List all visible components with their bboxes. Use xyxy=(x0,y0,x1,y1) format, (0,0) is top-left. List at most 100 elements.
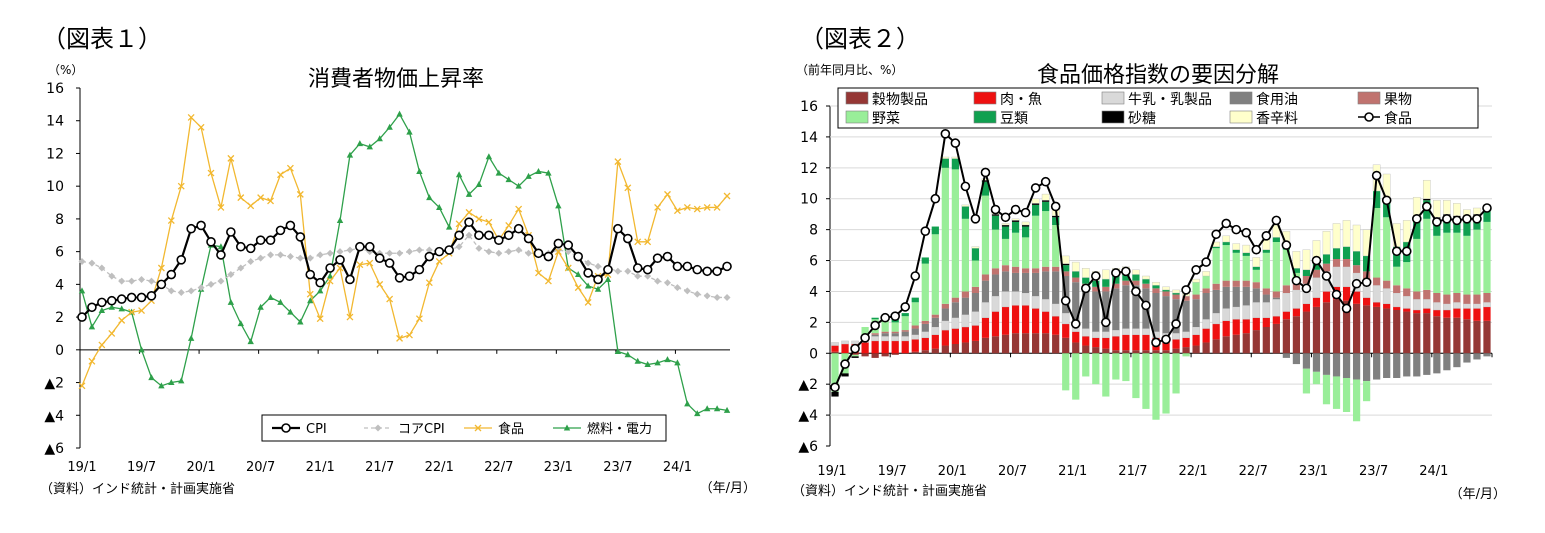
chart2-bar-segment xyxy=(831,345,839,352)
chart2-bar-segment xyxy=(1393,310,1401,354)
chart2-bar-segment xyxy=(931,314,939,318)
chart2-food-point xyxy=(1462,214,1472,224)
chart1-point xyxy=(475,244,483,252)
chart2-bar-segment xyxy=(871,333,879,335)
chart1-point xyxy=(295,232,306,242)
chart1-point xyxy=(693,290,701,298)
chart2-bar-segment xyxy=(1021,225,1030,227)
chart2-bar-segment xyxy=(1041,298,1050,312)
chart1-point xyxy=(187,334,195,341)
chart1-point xyxy=(475,181,483,188)
chart2-bar-segment xyxy=(1222,245,1230,281)
chart2-bar-segment xyxy=(951,302,959,318)
chart2-bar-segment xyxy=(941,156,950,159)
chart2-bar-segment xyxy=(931,226,939,235)
chart2-bar-segment xyxy=(1252,302,1261,318)
chart2-food-point xyxy=(1401,246,1412,257)
chart2-bar-segment xyxy=(861,327,869,337)
chart1-point xyxy=(485,248,493,256)
chart2-bar-segment xyxy=(971,340,980,354)
chart2-bar-segment xyxy=(1403,288,1411,297)
chart2-x-tick-label: 23/7 xyxy=(1359,464,1388,479)
chart2-y-tick-label: ▲6 xyxy=(798,439,818,455)
chart1-point xyxy=(644,361,651,368)
chart2-bar-segment xyxy=(1122,280,1130,286)
chart2-bar-segment xyxy=(891,353,899,355)
chart2-bar-segment xyxy=(831,391,839,397)
chart1-point xyxy=(654,277,662,285)
chart2-bar-segment xyxy=(1252,317,1260,331)
chart2-bar-segment xyxy=(1302,353,1311,369)
chart1-y-tick-label: 6 xyxy=(55,245,64,261)
chart2-bar-segment xyxy=(921,263,929,321)
chart2-food-point xyxy=(1070,319,1081,329)
chart1-point xyxy=(245,243,256,254)
chart1-point xyxy=(326,277,334,285)
chart2-bar-segment xyxy=(971,248,980,261)
chart2-bar-segment xyxy=(1252,330,1260,354)
chart1-point xyxy=(87,302,97,313)
chart2-food-point xyxy=(1432,217,1442,227)
chart2-bar-segment xyxy=(1393,246,1401,267)
chart2-food-point xyxy=(1141,300,1151,311)
chart2-bar-segment xyxy=(1001,271,1010,292)
chart2-bar-segment xyxy=(1132,334,1140,351)
chart2-food-point xyxy=(1050,201,1061,212)
chart1-source: （資料）インド統計・計画実施省 xyxy=(40,481,235,497)
chart1-point xyxy=(673,284,681,292)
chart1-point xyxy=(465,231,473,239)
chart1-point xyxy=(177,289,185,297)
chart1-point xyxy=(674,359,681,366)
chart2-bar-segment xyxy=(851,353,859,355)
chart2-bar-segment xyxy=(1061,312,1070,325)
chart2-food-point xyxy=(1241,227,1252,238)
chart1-point xyxy=(444,245,454,255)
chart2-bar-segment xyxy=(1302,269,1311,276)
chart1-point xyxy=(287,308,294,315)
chart1-point xyxy=(78,257,86,265)
chart1-point xyxy=(336,217,344,224)
chart1-point xyxy=(584,298,592,306)
chart2-bar-segment xyxy=(1142,328,1150,335)
chart1-point xyxy=(97,297,107,308)
chart1-point xyxy=(644,238,652,246)
chart2-bar-segment xyxy=(941,167,949,304)
chart2-bar-segment xyxy=(1433,302,1441,311)
chart2-bar-segment xyxy=(1363,305,1371,354)
chart1-point xyxy=(376,135,383,142)
chart1-point xyxy=(158,382,165,389)
chart2-bar-segment xyxy=(1192,345,1200,354)
chart1-point xyxy=(186,223,196,234)
chart2-bar-segment xyxy=(1483,306,1491,321)
chart1-point xyxy=(336,248,344,256)
chart2-bar-segment xyxy=(1102,331,1110,339)
chart2-bar-segment xyxy=(1092,291,1100,332)
chart2-bar-segment xyxy=(1202,271,1210,277)
chart2-bar-segment xyxy=(1292,308,1301,317)
chart1-point xyxy=(555,202,562,209)
chart2-food-point xyxy=(1452,215,1462,226)
chart2-food-point xyxy=(900,302,911,312)
chart2-bar-segment xyxy=(981,274,990,281)
chart1-point xyxy=(505,248,513,256)
chart2-bar-segment xyxy=(901,340,909,354)
chart2-food-point xyxy=(1060,295,1071,306)
chart1-point xyxy=(346,151,354,158)
chart2-bar-segment xyxy=(1322,291,1331,303)
chart2-bar-segment xyxy=(1352,291,1361,304)
chart1-point xyxy=(197,123,205,131)
chart2-bar-segment xyxy=(1232,243,1241,250)
chart1-legend-marker xyxy=(281,423,291,433)
chart1-point xyxy=(723,192,731,200)
chart2-bar-segment xyxy=(931,334,939,349)
chart2-legend-label: 豆類 xyxy=(1000,111,1028,127)
chart2-bar-segment xyxy=(1202,288,1210,293)
chart2-bar-segment xyxy=(1062,265,1070,272)
chart2-legend-label: 野菜 xyxy=(872,111,900,127)
chart2-bar-segment xyxy=(1473,320,1481,354)
chart2-bar-segment xyxy=(1142,283,1150,289)
chart1-point xyxy=(544,277,552,285)
chart2-bar-segment xyxy=(1182,300,1190,332)
chart1-point xyxy=(176,255,187,265)
chart2-food-point xyxy=(980,167,991,178)
